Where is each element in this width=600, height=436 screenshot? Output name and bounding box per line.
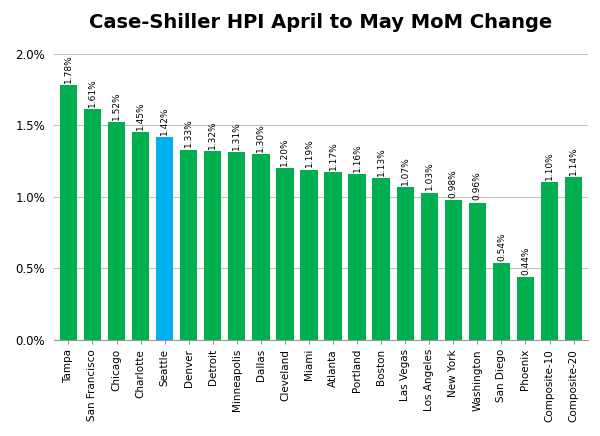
Text: 1.30%: 1.30% — [256, 123, 265, 152]
Bar — [156, 136, 173, 340]
Text: 1.45%: 1.45% — [136, 102, 145, 130]
Text: 1.42%: 1.42% — [160, 106, 169, 134]
Bar — [565, 177, 582, 340]
Text: 1.31%: 1.31% — [232, 122, 241, 150]
Text: 1.07%: 1.07% — [401, 156, 410, 185]
Text: 0.44%: 0.44% — [521, 246, 530, 275]
Bar — [469, 203, 486, 340]
Text: 1.16%: 1.16% — [353, 143, 362, 172]
Bar — [421, 193, 438, 340]
Bar — [276, 168, 293, 340]
Bar — [132, 133, 149, 340]
Text: 1.19%: 1.19% — [304, 139, 313, 167]
Bar — [301, 170, 317, 340]
Bar — [493, 263, 510, 340]
Bar — [252, 154, 269, 340]
Text: 1.14%: 1.14% — [569, 146, 578, 175]
Title: Case-Shiller HPI April to May MoM Change: Case-Shiller HPI April to May MoM Change — [89, 13, 553, 32]
Text: 0.98%: 0.98% — [449, 169, 458, 198]
Text: 0.96%: 0.96% — [473, 172, 482, 201]
Text: 1.78%: 1.78% — [64, 54, 73, 83]
Text: 1.17%: 1.17% — [329, 142, 338, 170]
Text: 0.54%: 0.54% — [497, 232, 506, 261]
Bar — [445, 200, 462, 340]
Bar — [228, 153, 245, 340]
Bar — [373, 178, 390, 340]
Text: 1.20%: 1.20% — [280, 137, 289, 166]
Bar — [180, 150, 197, 340]
Bar — [397, 187, 414, 340]
Bar — [108, 123, 125, 340]
Text: 1.03%: 1.03% — [425, 162, 434, 191]
Text: 1.33%: 1.33% — [184, 119, 193, 147]
Bar — [517, 277, 534, 340]
Bar — [84, 109, 101, 340]
Text: 1.13%: 1.13% — [377, 147, 386, 176]
Bar — [60, 85, 77, 340]
Bar — [204, 151, 221, 340]
Text: 1.10%: 1.10% — [545, 152, 554, 181]
Bar — [325, 173, 341, 340]
Text: 1.32%: 1.32% — [208, 120, 217, 149]
Bar — [349, 174, 366, 340]
Text: 1.52%: 1.52% — [112, 92, 121, 120]
Bar — [541, 183, 558, 340]
Text: 1.61%: 1.61% — [88, 78, 97, 107]
